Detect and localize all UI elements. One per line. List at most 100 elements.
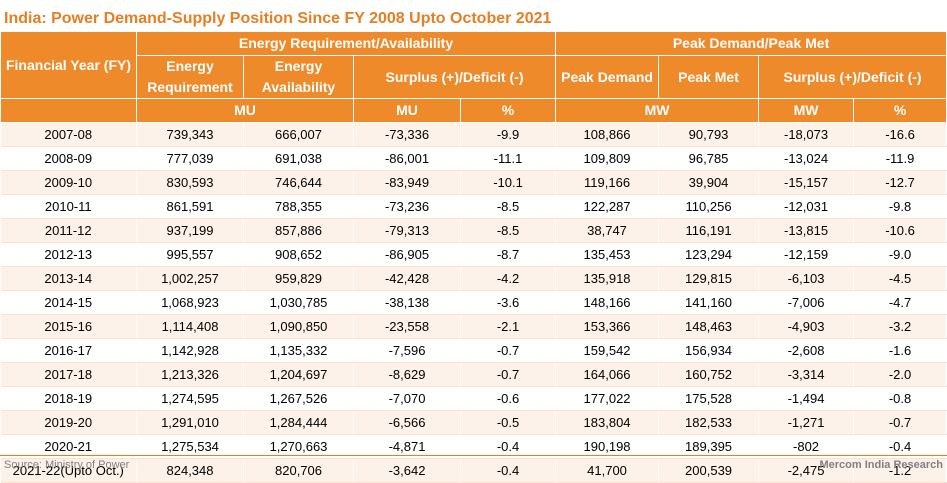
cell-peak-surplus-mw: -12,031	[758, 194, 855, 219]
cell-peak-surplus-percent: -4.5	[853, 266, 947, 291]
cell-energy-requirement: 830,593	[136, 170, 244, 195]
cell-energy-requirement: 824,348	[136, 458, 244, 483]
table-row: 2014-15 1,068,923 1,030,785 -38,138 -3.6 148,…	[0, 290, 947, 315]
cell-energy-surplus-mu: -3,642	[353, 458, 461, 483]
cell-energy-requirement: 1,291,010	[136, 410, 244, 435]
cell-energy-surplus-percent: -0.7	[460, 362, 557, 387]
header-fy-unit-blank	[0, 98, 137, 123]
cell-peak-surplus-percent: -10.6	[853, 218, 947, 243]
cell-energy-requirement: 1,068,923	[136, 290, 244, 315]
cell-energy-surplus-mu: -86,001	[353, 146, 461, 171]
cell-energy-requirement: 995,557	[136, 242, 244, 267]
header-energy-requirement: Energy Requirement	[136, 55, 244, 99]
header-peak-met: Peak Met	[658, 55, 760, 99]
cell-peak-met: 96,785	[658, 146, 760, 171]
cell-energy-surplus-mu: -4,871	[353, 434, 461, 459]
cell-financial-year: 2009-10	[0, 170, 137, 195]
cell-financial-year: 2016-17	[0, 338, 137, 363]
cell-energy-surplus-mu: -7,070	[353, 386, 461, 411]
cell-peak-demand: 164,066	[555, 362, 660, 387]
cell-energy-requirement: 861,591	[136, 194, 244, 219]
cell-peak-met: 200,539	[658, 458, 760, 483]
table-row: 2020-21 1,275,534 1,270,663 -4,871 -0.4 190,1…	[0, 434, 947, 459]
cell-peak-demand: 108,866	[555, 122, 660, 147]
cell-peak-demand: 135,453	[555, 242, 660, 267]
cell-peak-met: 116,191	[658, 218, 760, 243]
cell-energy-surplus-mu: -8,629	[353, 362, 461, 387]
cell-peak-demand: 148,166	[555, 290, 660, 315]
cell-energy-availability: 959,829	[243, 266, 354, 291]
power-demand-supply-table: Financial Year (FY) Energy Requirement/A…	[0, 31, 947, 483]
cell-peak-surplus-percent: -3.2	[853, 314, 947, 339]
cell-energy-requirement: 1,275,534	[136, 434, 244, 459]
cell-peak-surplus-mw: -13,815	[758, 218, 855, 243]
table-row: 2017-18 1,213,326 1,204,697 -8,629 -0.7 164,0…	[0, 362, 947, 387]
table-row: 2015-16 1,114,408 1,090,850 -23,558 -2.1 153,…	[0, 314, 947, 339]
cell-peak-demand: 38,747	[555, 218, 660, 243]
cell-peak-surplus-percent: -0.8	[853, 386, 947, 411]
cell-energy-availability: 1,135,332	[243, 338, 354, 363]
cell-energy-surplus-percent: -0.7	[460, 338, 557, 363]
cell-energy-availability: 908,652	[243, 242, 354, 267]
cell-energy-surplus-percent: -2.1	[460, 314, 557, 339]
cell-peak-met: 39,904	[658, 170, 760, 195]
header-energy-availability: Energy Availability	[243, 55, 354, 99]
cell-peak-met: 160,752	[658, 362, 760, 387]
source-note: Source: Ministry of Power	[4, 459, 130, 471]
cell-financial-year: 2020-21	[0, 434, 137, 459]
cell-financial-year: 2013-14	[0, 266, 137, 291]
cell-energy-surplus-percent: -8.5	[460, 194, 557, 219]
table-row: 2016-17 1,142,928 1,135,332 -7,596 -0.7 159,5…	[0, 338, 947, 363]
cell-financial-year: 2014-15	[0, 290, 137, 315]
cell-peak-surplus-mw: -15,157	[758, 170, 855, 195]
cell-peak-surplus-mw: -13,024	[758, 146, 855, 171]
header-group-energy: Energy Requirement/Availability	[135, 31, 557, 56]
cell-financial-year: 2008-09	[0, 146, 137, 171]
cell-energy-availability: 1,204,697	[243, 362, 354, 387]
cell-energy-availability: 746,644	[243, 170, 354, 195]
cell-peak-surplus-percent: -0.4	[853, 434, 947, 459]
cell-peak-met: 156,934	[658, 338, 760, 363]
cell-peak-surplus-percent: -16.6	[853, 122, 947, 147]
cell-peak-demand: 122,287	[555, 194, 660, 219]
cell-energy-surplus-mu: -42,428	[353, 266, 461, 291]
cell-peak-demand: 177,022	[555, 386, 660, 411]
table-row: 2019-20 1,291,010 1,284,444 -6,566 -0.5 183,8…	[0, 410, 947, 435]
header-group-peak: Peak Demand/Peak Met	[555, 31, 947, 56]
cell-peak-demand: 183,804	[555, 410, 660, 435]
cell-peak-met: 129,815	[658, 266, 760, 291]
cell-peak-surplus-mw: -4,903	[758, 314, 855, 339]
cell-energy-surplus-percent: -0.4	[460, 458, 557, 483]
cell-peak-demand: 119,166	[555, 170, 660, 195]
table-row: 2021-22(Upto Oct.) 824,348 820,706 -3,642 -0…	[0, 458, 947, 483]
cell-energy-surplus-percent: -4.2	[460, 266, 557, 291]
cell-peak-surplus-mw: -1,271	[758, 410, 855, 435]
cell-energy-surplus-mu: -73,236	[353, 194, 461, 219]
cell-energy-surplus-percent: -0.4	[460, 434, 557, 459]
cell-energy-requirement: 1,213,326	[136, 362, 244, 387]
cell-energy-surplus-percent: -0.6	[460, 386, 557, 411]
table-row: 2018-19 1,274,595 1,267,526 -7,070 -0.6 177,0…	[0, 386, 947, 411]
cell-energy-availability: 1,284,444	[243, 410, 354, 435]
cell-peak-demand: 153,366	[555, 314, 660, 339]
table-row: 2007-08 739,343 666,007 -73,336 -9.9 108,866 9…	[0, 122, 947, 147]
cell-peak-met: 141,160	[658, 290, 760, 315]
cell-peak-demand: 41,700	[555, 458, 660, 483]
cell-peak-surplus-mw: -6,103	[758, 266, 855, 291]
cell-energy-availability: 857,886	[243, 218, 354, 243]
cell-energy-requirement: 1,002,257	[136, 266, 244, 291]
cell-financial-year: 2017-18	[0, 362, 137, 387]
header-peak-surplus-deficit: Surplus (+)/Deficit (-)	[758, 55, 947, 99]
cell-peak-met: 175,528	[658, 386, 760, 411]
cell-energy-availability: 1,270,663	[243, 434, 354, 459]
cell-energy-surplus-mu: -79,313	[353, 218, 461, 243]
cell-peak-surplus-percent: -12.7	[853, 170, 947, 195]
cell-financial-year: 2018-19	[0, 386, 137, 411]
cell-peak-surplus-mw: -2,608	[758, 338, 855, 363]
table-row: 2013-14 1,002,257 959,829 -42,428 -4.2 135,91…	[0, 266, 947, 291]
cell-financial-year: 2011-12	[0, 218, 137, 243]
cell-financial-year: 2015-16	[0, 314, 137, 339]
unit-mu-surplus: MU	[353, 98, 461, 123]
cell-peak-met: 110,256	[658, 194, 760, 219]
